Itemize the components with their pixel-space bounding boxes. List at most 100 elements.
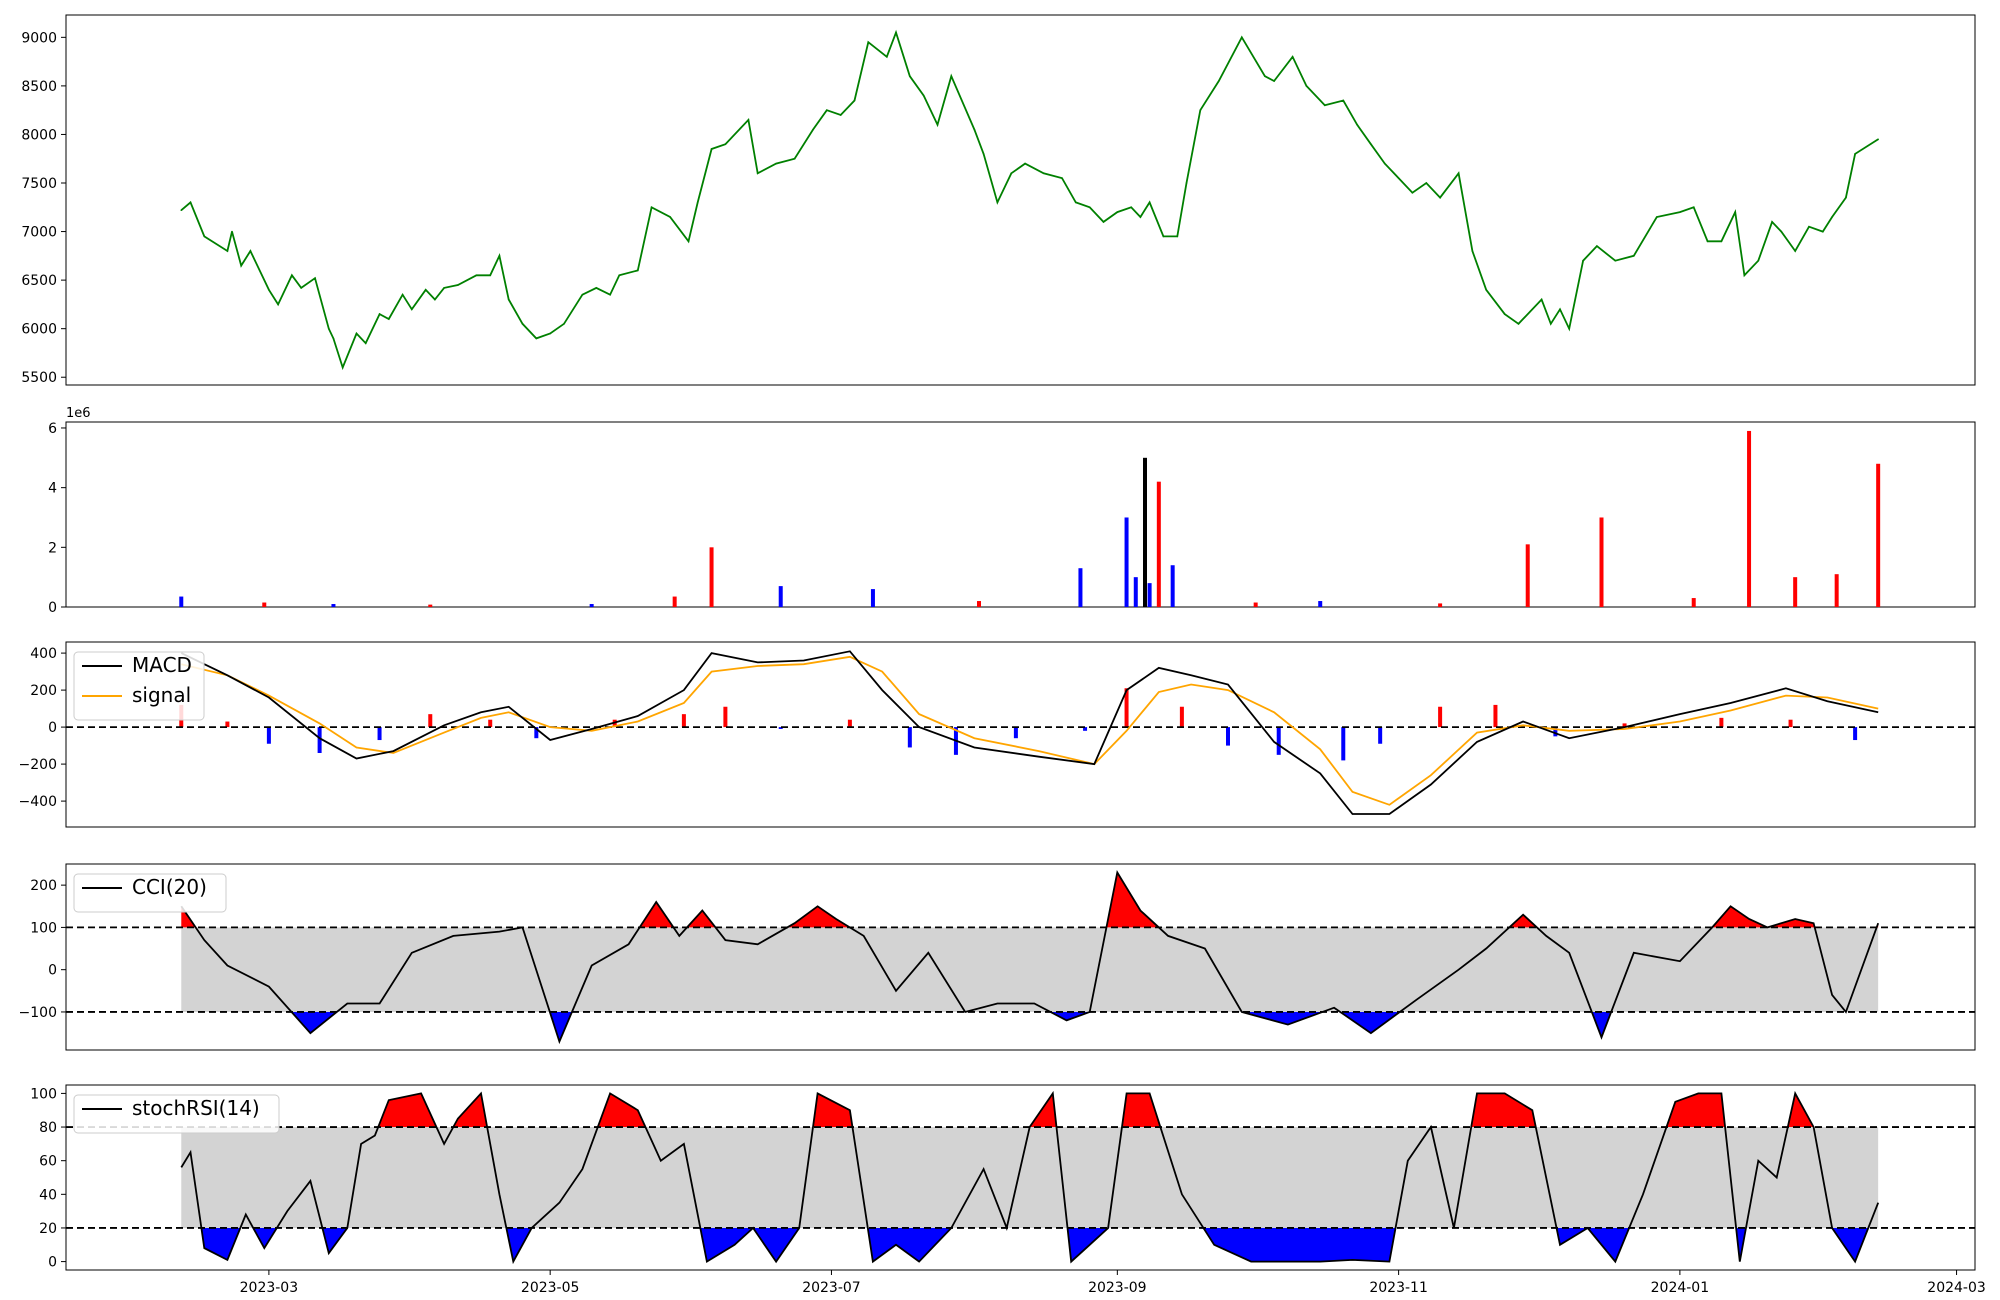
price-point — [618, 274, 621, 277]
price-point — [710, 148, 713, 150]
macd-histogram-bar — [907, 727, 912, 748]
price-point — [1656, 216, 1658, 218]
volume-bar — [262, 602, 267, 607]
volume-bar — [1253, 602, 1258, 607]
legend-box — [73, 651, 205, 721]
price-point — [1845, 196, 1847, 199]
price-point — [1831, 216, 1833, 218]
price-point — [687, 240, 690, 243]
price-point — [922, 94, 925, 97]
x-tick-label: 2023-05 — [521, 1280, 580, 1296]
y-tick-label: 0 — [48, 720, 57, 736]
macd-histogram-bar — [1013, 727, 1018, 739]
volume-bar — [1599, 517, 1604, 607]
price-point — [756, 172, 759, 175]
price-point — [1356, 123, 1358, 126]
y-tick-label: −200 — [19, 757, 57, 773]
price-point — [793, 157, 796, 160]
price-point — [996, 201, 999, 204]
price-point — [231, 230, 233, 233]
panel-frame — [65, 863, 1976, 1051]
price-point — [1614, 259, 1617, 262]
price-point — [1061, 177, 1063, 179]
price-point — [1679, 211, 1681, 213]
price-point — [498, 255, 501, 257]
price-point — [1854, 153, 1856, 155]
price-point — [1305, 85, 1308, 87]
macd-histogram-bar — [1719, 717, 1724, 728]
price-point — [1291, 55, 1294, 58]
price-point — [853, 99, 856, 102]
price-point — [1517, 323, 1520, 325]
y-tick-label: 0 — [48, 1255, 57, 1271]
panel-frame — [65, 421, 1976, 608]
price-point — [1568, 327, 1571, 330]
macd-histogram-bar — [1493, 704, 1498, 728]
price-point — [826, 109, 828, 111]
price-point — [549, 332, 551, 335]
volume-bar — [1318, 601, 1323, 607]
price-point — [982, 153, 985, 155]
price-point — [1088, 206, 1091, 209]
price-point — [291, 274, 293, 277]
macd-histogram-bar — [1341, 727, 1346, 761]
price-point — [1010, 172, 1013, 175]
price-point — [909, 75, 911, 77]
price-point — [268, 289, 270, 291]
price-point — [332, 337, 335, 340]
price-point — [812, 128, 814, 131]
volume-panel: 0 2 4 6 1e6 — [48, 406, 1976, 616]
x-tick-label: 2024-01 — [1651, 1280, 1710, 1296]
volume-bar — [672, 596, 677, 607]
price-point — [1706, 240, 1709, 243]
price-point — [1471, 250, 1474, 252]
y-tick-label: 7500 — [21, 176, 57, 192]
y-tick-label: 0 — [48, 600, 57, 616]
y-tick-label: 5500 — [21, 370, 57, 386]
price-point — [387, 318, 390, 320]
y-tick-label: 8500 — [21, 79, 57, 95]
price-point — [1116, 211, 1119, 213]
x-tick-label: 2023-07 — [802, 1280, 861, 1296]
price-point — [300, 287, 302, 289]
price-point — [669, 216, 671, 218]
price-point — [1397, 177, 1400, 179]
macd-histogram-bar — [317, 727, 322, 753]
volume-bar — [1747, 430, 1752, 607]
price-point — [364, 342, 367, 345]
price-point — [411, 308, 413, 311]
price-point — [1148, 201, 1151, 204]
price-point — [1485, 289, 1488, 291]
price-point — [595, 287, 598, 289]
volume-bar — [1691, 598, 1696, 607]
y-tick-label: 6 — [48, 421, 57, 437]
price-point — [434, 298, 436, 301]
price-point — [314, 277, 316, 279]
y-tick-label: 0 — [48, 963, 57, 979]
price-point — [1734, 211, 1737, 213]
price-point — [189, 201, 192, 204]
price-point — [696, 201, 699, 204]
y-tick-label: 4 — [48, 481, 57, 497]
price-point — [1780, 230, 1783, 233]
price-point — [1241, 36, 1243, 39]
price-point — [839, 114, 842, 116]
volume-bar — [977, 601, 981, 607]
price-point — [581, 293, 584, 296]
price-point — [328, 327, 330, 330]
price-point — [1457, 172, 1460, 175]
macd-histogram-bar — [1378, 727, 1383, 744]
price-point — [443, 287, 445, 289]
price-point — [1411, 191, 1414, 194]
price-point — [1162, 235, 1165, 238]
neutral-band — [181, 1127, 1879, 1228]
macd-histogram-bar — [1853, 727, 1858, 741]
volume-bar — [1156, 481, 1161, 607]
volume-bar — [1438, 603, 1443, 607]
price-point — [1273, 80, 1275, 82]
y-tick-label: 100 — [30, 920, 57, 936]
macd-histogram-bar — [1226, 727, 1230, 746]
macd-histogram-bar — [1124, 688, 1129, 728]
y-tick-label: 6000 — [21, 322, 57, 338]
